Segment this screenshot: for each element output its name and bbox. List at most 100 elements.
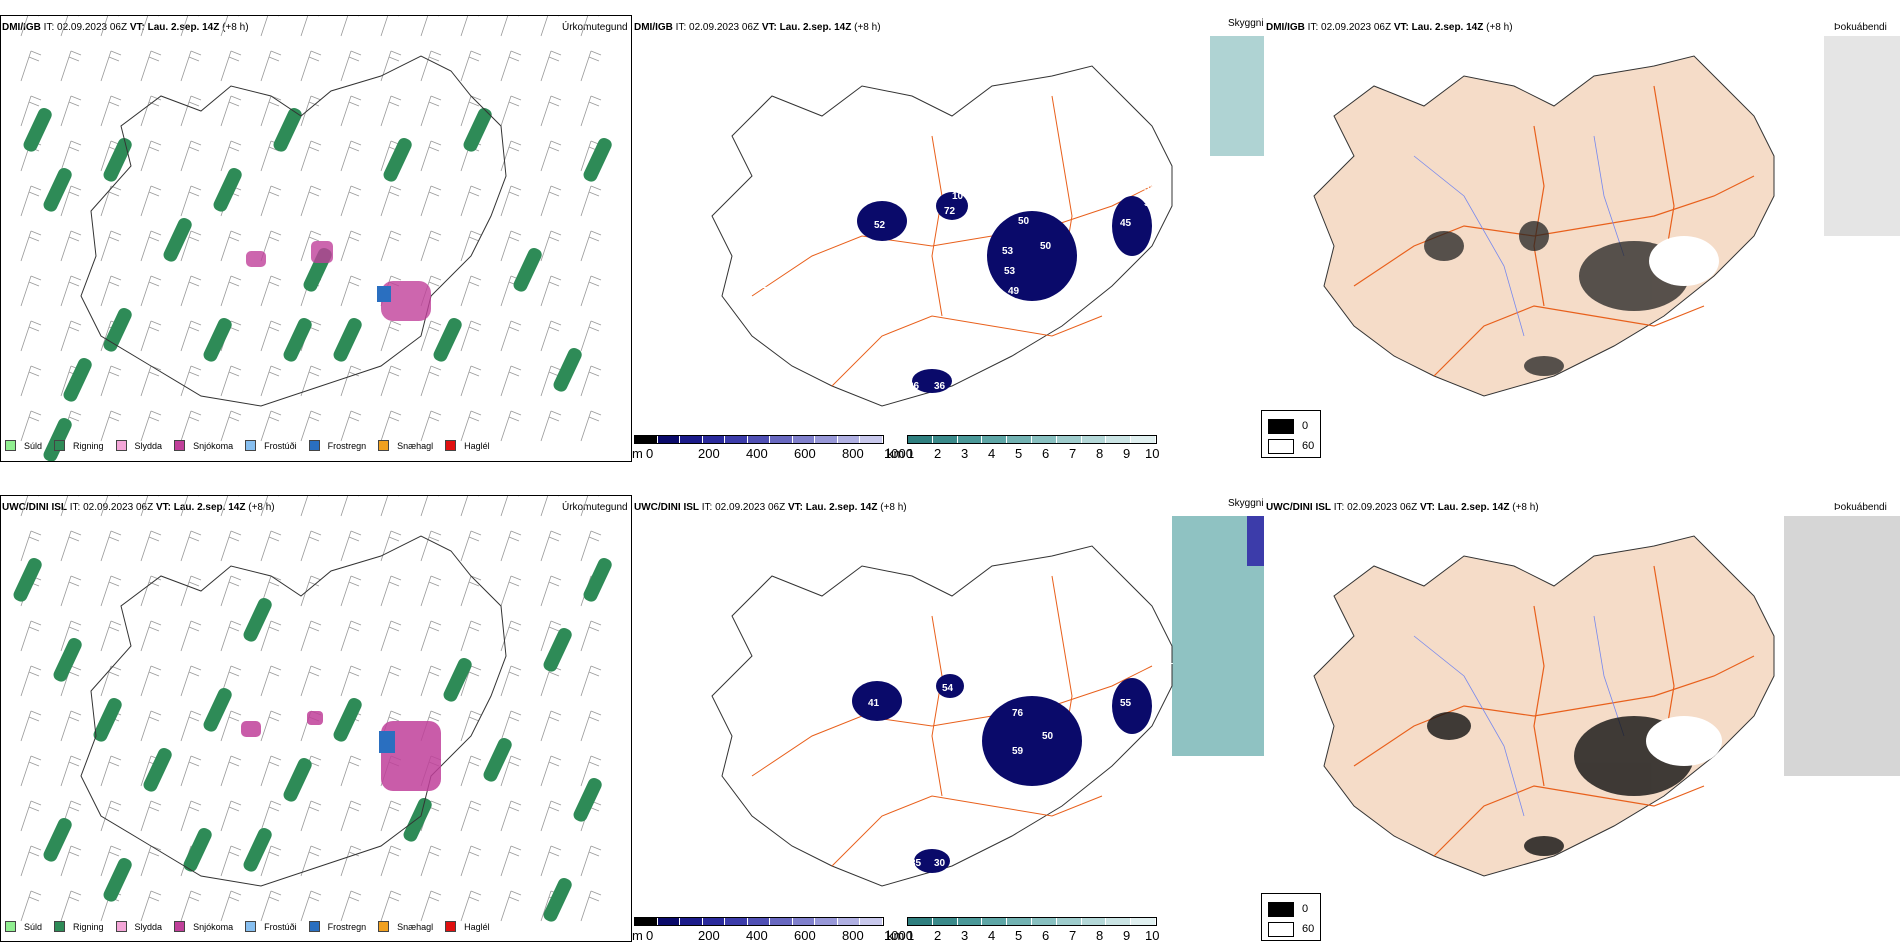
wind-barb [140,410,162,442]
wind-barb [260,185,282,217]
wind-barb [140,800,162,832]
fog-map [1264,36,1900,431]
wind-barb [60,230,82,262]
wind-barb [340,275,362,307]
wind-barb [140,530,162,562]
snow-areas [241,711,441,791]
colorbar-tick: 6 [1042,446,1050,461]
iceland-outline [711,65,1173,407]
wind-barb [580,16,599,37]
legend-item: Frostregn [308,440,366,451]
vis-label: 10 [1087,236,1099,247]
wind-barb [60,496,79,517]
panel-name: Þokuábendi [1834,502,1887,513]
visibility-map: 52 72 10 50 53 50 53 49 45 58 55 10 51 5… [632,36,1264,431]
wind-barb [180,620,202,652]
wind-barb [500,16,519,37]
wind-barb [100,95,122,127]
rain-cell [43,417,72,461]
wind-barb [180,755,202,787]
rain-cell [103,857,132,902]
rain-cell [43,817,72,862]
wind-barb [540,800,562,832]
fog-legend: 0 60 [1261,893,1321,941]
wind-barb [180,710,202,742]
legend-swatch [378,440,390,451]
fog-map-graphic [1313,516,1900,877]
wind-barb [460,710,482,742]
wind-barb [260,845,282,877]
wind-barb [380,845,402,877]
wind-barb [500,140,522,172]
wind-barb [140,16,159,37]
precip-legend: Súld Rigning Slydda Snjókoma Frostúði Fr… [5,921,502,932]
legend-swatch [5,440,16,451]
colorbar-tick: 6 [1042,928,1050,943]
vis-label: 35 [910,858,922,869]
panel-header: UWC/DINI ISL IT: 02.09.2023 06Z VT: Lau.… [1266,502,1539,513]
wind-barb [500,755,522,787]
wind-barb [260,496,279,517]
wind-barb [220,800,242,832]
wind-barb [220,365,242,397]
colorbar-tick: 3 [961,446,969,461]
wind-barb [300,890,322,922]
colorbar-tick: 600 [794,446,816,461]
legend-item: Snjókoma [174,440,233,451]
wind-barb [540,845,562,877]
wind-barb [300,95,322,127]
wind-barb [540,755,562,787]
wind-barb [540,230,562,262]
rain-cell [403,797,432,842]
wind-barb [380,800,402,832]
road-network [1353,565,1755,857]
wind-barb [60,530,82,562]
wind-barb [380,620,402,652]
wind-barb [220,530,242,562]
wind-barb [180,320,202,352]
wind-barbs [20,496,602,922]
wind-barb [540,95,562,127]
wind-barb [220,755,242,787]
sea-fog-east [1824,36,1900,236]
wind-barb [300,185,322,217]
vis-label: 45 [1120,218,1132,229]
colorbar-tick: 9 [1123,446,1131,461]
legend-swatch [445,440,457,451]
visibility-value-labels: 41 54 76 50 55 59 92 30 35 30 31 41 [868,656,1174,869]
rain-cell [583,557,612,602]
wind-barb [340,185,362,217]
precip-legend: Súld Rigning Slydda Snjókoma Frostúði Fr… [5,440,502,451]
colorbar-tick: 1 [907,928,915,943]
fog-legend-swatch [1268,439,1294,454]
wind-barb [100,755,122,787]
wind-barb [180,800,202,832]
wind-barb [500,620,522,652]
fog-indicator-panel: DMI/IGB IT: 02.09.2023 06Z VT: Lau. 2.se… [1261,0,1900,465]
legend-item: Rigning [54,921,104,932]
wind-barb [20,620,42,652]
wind-barb [460,230,482,262]
wind-barb [300,496,319,517]
wind-barb [100,530,122,562]
rain-cell [243,597,272,642]
wind-barb [500,800,522,832]
wind-barb [540,140,562,172]
wind-barb [380,185,402,217]
panel-header: DMI/IGB IT: 02.09.2023 06Z VT: Lau. 2.se… [634,22,881,33]
visibility-map: 41 54 76 50 55 59 92 30 35 30 31 41 [632,516,1264,911]
legend-swatch [174,921,186,932]
vis-label: 30 [934,858,946,869]
wind-barb [340,800,362,832]
wind-barb [340,365,362,397]
wind-barb [140,50,162,82]
rain-cell [63,357,92,402]
legend-swatch [54,440,66,451]
vis-label: 92 [1084,726,1096,737]
glacier-white [1649,236,1719,286]
legend-swatch [378,921,390,932]
colorbar-tick: 1 [907,446,915,461]
low-visibility-areas [852,674,1152,873]
colorbar-unit: km [887,928,905,943]
rain-cell [483,737,512,782]
